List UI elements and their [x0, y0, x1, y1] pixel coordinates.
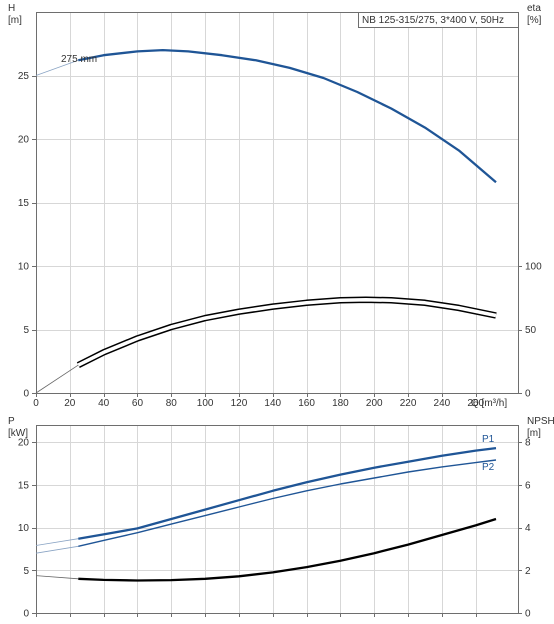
- y-tick-label: 15: [18, 198, 30, 209]
- x-tick-label: 200: [366, 398, 383, 409]
- x-tick-label: 160: [298, 398, 315, 409]
- chart-title: NB 125-315/275, 3*400 V, 50Hz: [362, 15, 504, 26]
- y-tick-label: 15: [18, 480, 30, 491]
- y-right-axis-title: NPSH: [527, 416, 554, 427]
- curve-extension: [35, 545, 79, 554]
- y-tick-label: 0: [23, 389, 29, 400]
- efficiency-curve: [76, 296, 497, 369]
- x-tick-label: 80: [166, 398, 178, 409]
- y-right-tick-label: 100: [525, 262, 542, 273]
- y-tick-label: 20: [18, 438, 30, 449]
- y-axis-title: H: [8, 3, 15, 14]
- plot-frame: [36, 12, 519, 394]
- y-tick-label: 5: [23, 566, 29, 577]
- y-axis-title: P: [8, 416, 15, 427]
- impeller-diameter-label: 275 mm: [61, 54, 97, 65]
- curve-extension: [35, 538, 79, 546]
- x-tick-label: 20: [64, 398, 76, 409]
- efficiency-curve-inner: [77, 297, 497, 367]
- power-npsh-panel: 0 5 10 15 20 0 2 4 6 8 P[kW] NPSH[m] P1 P2: [8, 416, 554, 620]
- npsh-curve: [78, 517, 497, 582]
- y-right-tick-label: 0: [525, 389, 531, 400]
- series-label-p2: P2: [482, 462, 495, 473]
- p1-curve: [78, 446, 497, 540]
- x-tick-label: 40: [98, 398, 110, 409]
- x-tick-label: 260: [467, 398, 484, 409]
- x-tick-label: 0: [33, 398, 39, 409]
- curve-extension: [35, 59, 79, 76]
- x-tick-label: 220: [400, 398, 417, 409]
- x-tick-label: 180: [332, 398, 349, 409]
- y-axis-title: [m]: [8, 15, 22, 26]
- y-right-tick-label: 50: [525, 325, 537, 336]
- y-right-tick-label: 4: [525, 523, 531, 534]
- y-right-axis-title: [%]: [527, 15, 542, 26]
- y-right-tick-label: 2: [525, 566, 531, 577]
- y-axis-title: [kW]: [8, 428, 28, 439]
- x-tick-label: 240: [434, 398, 451, 409]
- title-box: [358, 12, 519, 28]
- x-tick-label: 100: [197, 398, 214, 409]
- y-right-tick-label: 0: [525, 609, 531, 620]
- head-curve: [78, 48, 497, 184]
- x-tick-label: 140: [264, 398, 281, 409]
- x-tick-label: 120: [231, 398, 248, 409]
- y-tick-label: 25: [18, 71, 30, 82]
- y-tick-label: 5: [23, 325, 29, 336]
- y-tick-label: 10: [18, 523, 30, 534]
- y-right-tick-label: 8: [525, 438, 531, 449]
- x-axis-title: Q [m³/h]: [471, 398, 507, 409]
- y-right-axis-title: eta: [527, 3, 541, 14]
- curve-extension: [35, 364, 79, 394]
- y-right-tick-label: 6: [525, 480, 531, 491]
- p2-curve: [78, 459, 497, 547]
- y-tick-label: 10: [18, 262, 30, 273]
- y-tick-label: 0: [23, 609, 29, 620]
- curve-extension: [35, 575, 79, 580]
- x-tick-label: 60: [132, 398, 144, 409]
- y-tick-label: 20: [18, 135, 30, 146]
- plot-frame: [36, 425, 519, 614]
- y-right-axis-title: [m]: [527, 428, 541, 439]
- series-label-p1: P1: [482, 434, 495, 445]
- head-efficiency-panel: 0 20 40 60 80 100 120 140 160 180 200 220 240 2600510…: [8, 3, 542, 409]
